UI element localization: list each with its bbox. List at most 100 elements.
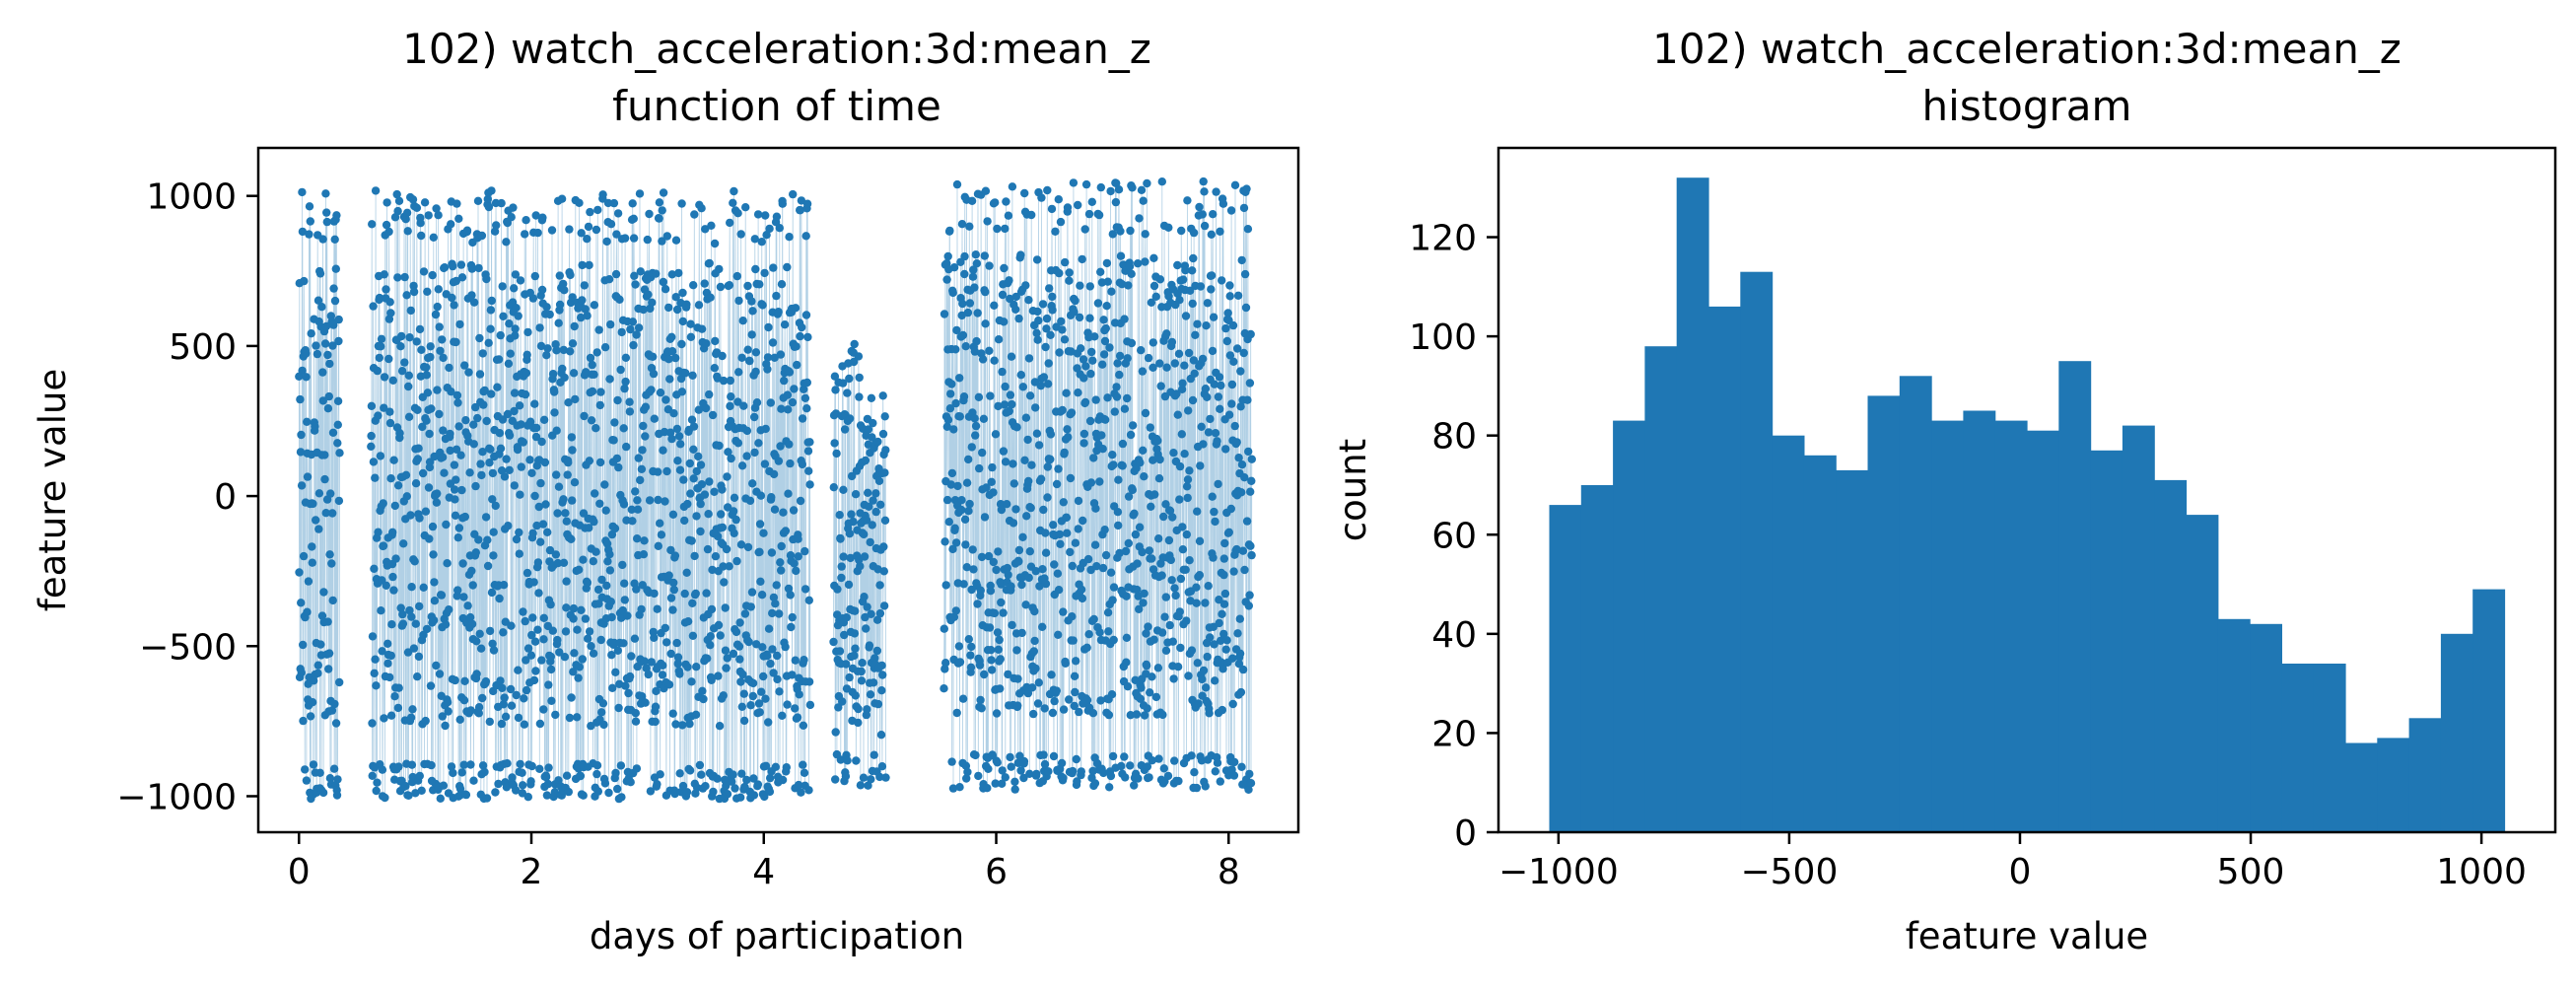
data-point <box>330 296 340 306</box>
data-point <box>1218 276 1226 285</box>
data-point <box>1127 269 1136 278</box>
data-point <box>1146 423 1155 432</box>
data-point <box>605 375 614 384</box>
data-point <box>1001 458 1010 466</box>
data-point <box>609 436 618 445</box>
data-point <box>372 681 381 690</box>
data-point <box>1027 210 1036 220</box>
data-point <box>1041 579 1051 589</box>
data-point <box>593 787 602 796</box>
data-point <box>380 270 388 279</box>
data-point <box>607 651 616 660</box>
data-point <box>330 235 339 244</box>
data-point <box>512 304 521 313</box>
data-point <box>592 769 601 779</box>
data-point <box>1218 705 1227 715</box>
data-point <box>597 708 606 717</box>
data-point <box>1237 762 1246 771</box>
data-point <box>633 505 643 514</box>
data-point <box>478 349 487 358</box>
data-point <box>506 684 516 694</box>
data-point <box>1007 582 1015 591</box>
data-point <box>309 760 318 769</box>
data-point <box>1079 374 1088 383</box>
data-point <box>658 237 666 246</box>
data-point <box>1203 392 1212 401</box>
data-point <box>615 295 624 304</box>
data-point <box>636 475 645 485</box>
data-point <box>516 759 524 769</box>
data-point <box>658 206 666 215</box>
histogram-chart: 102) watch_acceleration:3d:mean_z histog… <box>1332 25 2557 957</box>
data-point <box>1123 354 1132 363</box>
data-point <box>1135 214 1144 223</box>
data-point <box>706 632 715 641</box>
data-point <box>488 495 497 504</box>
data-point <box>1190 369 1199 378</box>
data-point <box>955 412 964 421</box>
data-point <box>748 691 757 701</box>
data-point <box>525 417 535 426</box>
data-point <box>1204 582 1213 591</box>
data-point <box>1108 751 1118 761</box>
data-point <box>1199 440 1208 449</box>
data-point <box>1169 674 1178 683</box>
data-point <box>765 787 775 797</box>
data-point <box>1090 779 1100 788</box>
data-point <box>489 646 499 655</box>
data-point <box>1101 323 1111 333</box>
data-point <box>851 691 860 700</box>
data-point <box>777 280 787 289</box>
data-point <box>626 324 635 334</box>
data-point <box>730 529 738 537</box>
data-point <box>764 322 773 332</box>
y-tick-label: 1000 <box>146 177 237 218</box>
data-point <box>642 664 651 672</box>
data-point <box>804 596 813 604</box>
data-point <box>761 761 771 770</box>
data-point <box>837 562 846 571</box>
data-point <box>329 320 338 329</box>
data-point <box>868 521 876 530</box>
data-point <box>1000 318 1009 326</box>
data-point <box>474 709 483 718</box>
data-point <box>536 537 545 546</box>
data-point <box>862 516 871 525</box>
data-point <box>478 761 488 770</box>
data-point <box>486 324 495 333</box>
data-point <box>991 198 1000 207</box>
data-point <box>581 614 591 623</box>
data-point <box>498 683 507 692</box>
data-point <box>661 395 670 404</box>
data-point <box>489 528 498 536</box>
data-point <box>650 414 659 423</box>
data-point <box>877 686 886 695</box>
data-point <box>451 675 459 685</box>
data-point <box>781 527 791 535</box>
data-point <box>409 644 419 653</box>
data-point <box>878 429 888 439</box>
data-point <box>1043 380 1053 389</box>
data-point <box>1097 431 1106 440</box>
data-point <box>1058 405 1067 415</box>
data-point <box>845 672 854 682</box>
data-point <box>656 770 664 779</box>
data-point <box>862 624 870 633</box>
data-point <box>1222 336 1232 346</box>
data-point <box>1101 550 1111 560</box>
data-point <box>715 722 725 731</box>
data-point <box>951 345 960 354</box>
data-point <box>1004 570 1012 580</box>
data-point <box>481 676 491 686</box>
data-point <box>650 589 659 599</box>
data-point <box>1173 663 1183 671</box>
x-tick-label: 500 <box>2217 852 2285 892</box>
data-point <box>948 784 958 793</box>
data-point <box>453 398 462 407</box>
data-point <box>467 291 476 300</box>
data-point <box>672 305 682 315</box>
data-point <box>450 301 458 310</box>
data-point <box>514 666 522 674</box>
data-point <box>1160 612 1169 621</box>
data-point <box>1070 701 1079 711</box>
